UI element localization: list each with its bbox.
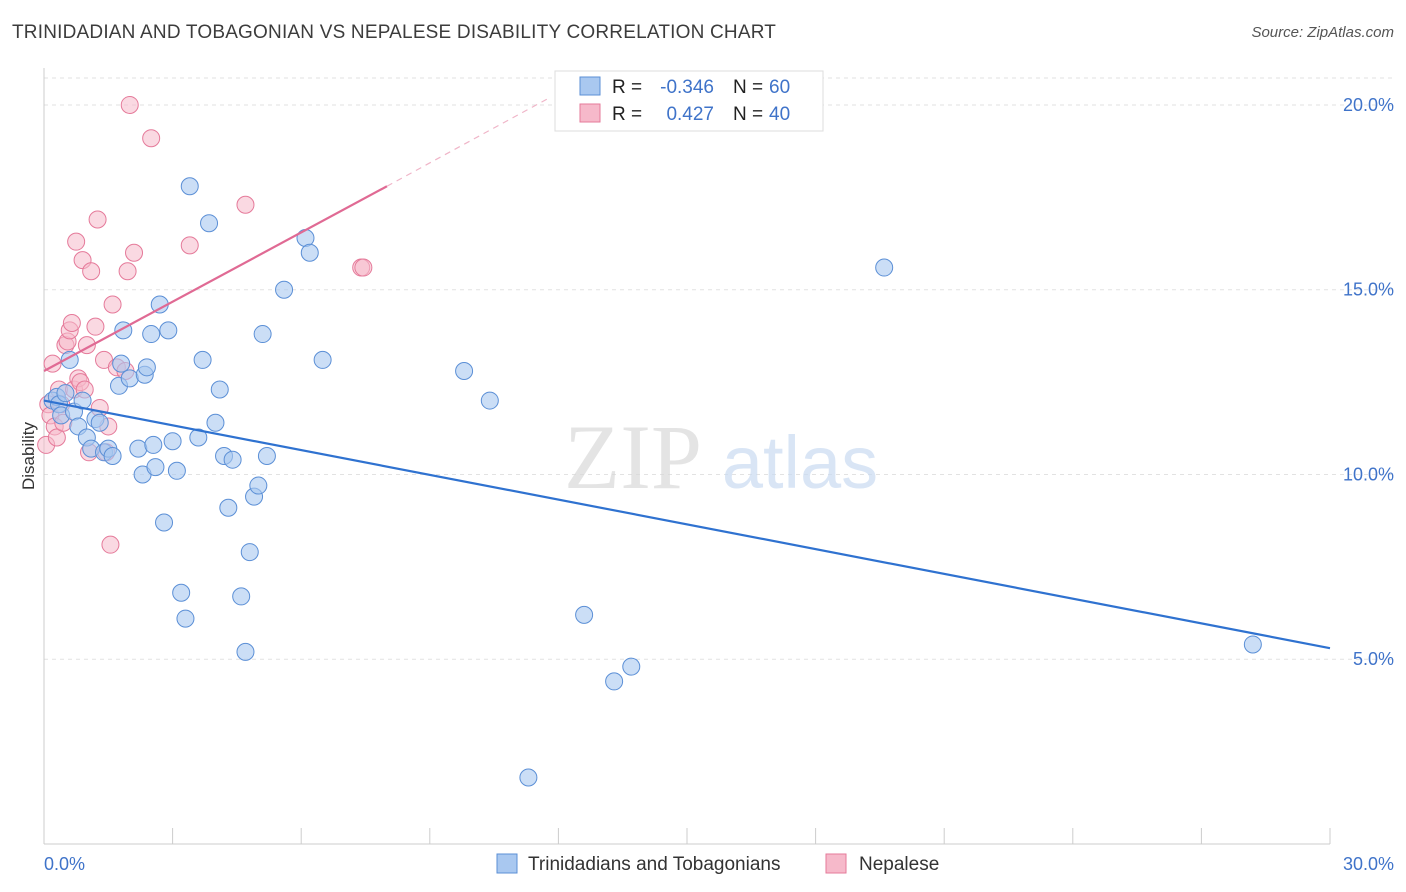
stats-r-value-pink: 0.427 (666, 104, 714, 125)
trinidadian-point (176, 609, 195, 628)
trinidadian-point (90, 413, 109, 432)
trinidadian-point (172, 583, 191, 602)
source-credit: Source: ZipAtlas.com (1251, 24, 1394, 41)
trinidadian-point (210, 380, 229, 399)
stats-n-value-pink: 40 (769, 104, 790, 125)
stats-r-value-blue: -0.346 (660, 77, 714, 98)
trinidadian-point (142, 325, 161, 344)
trinidadian-point (56, 384, 75, 403)
trinidadian-point (180, 177, 199, 196)
nepalese-point (67, 232, 86, 251)
legend-label-nepalese: Nepalese (859, 854, 939, 875)
trinidadian-point (206, 413, 225, 432)
watermark-zip: ZIP (564, 406, 702, 508)
nepalese-point (86, 317, 105, 336)
trinidadian-point (480, 391, 499, 410)
trinidadian-point (103, 447, 122, 465)
nepalese-point (120, 95, 139, 114)
trinidadian-point (200, 214, 219, 233)
grid-lines (44, 77, 1394, 660)
nepalese-trend-line (43, 185, 388, 372)
stats-r-label-pink: R = (612, 104, 642, 125)
watermark: ZIP atlas (564, 406, 878, 508)
trinidadian-point (240, 543, 259, 562)
nepalese-point (62, 313, 81, 332)
nepalese-point (180, 236, 199, 255)
legend-label-trinidadians: Trinidadians and Tobagonians (528, 854, 780, 875)
trinidadian-point (120, 369, 139, 388)
stats-n-label-blue: N = (733, 77, 763, 98)
trinidadian-point (146, 458, 165, 477)
y-tick-label: 10.0% (1343, 464, 1394, 484)
nepalese-point (82, 262, 101, 281)
stats-swatch-blue (579, 76, 601, 96)
stats-n-label-pink: N = (733, 104, 763, 125)
x-tick-label-min: 0.0% (44, 854, 85, 874)
nepalese-point (354, 258, 373, 277)
nepalese-points (37, 95, 373, 554)
trinidadian-point (455, 362, 474, 381)
trinidadian-point (622, 657, 641, 676)
nepalese-point (236, 195, 255, 214)
trinidadian-point (313, 350, 332, 369)
y-tick-labels: 5.0% 10.0% 15.0% 20.0% (1343, 95, 1394, 669)
nepalese-point (88, 210, 107, 229)
trinidadian-point (144, 435, 163, 454)
stats-r-label-blue: R = (612, 77, 642, 98)
trinidadian-point (1243, 635, 1262, 654)
trinidadian-point (875, 258, 894, 277)
trinidadian-point (129, 439, 148, 458)
trinidadian-point (236, 642, 255, 661)
trinidadian-point (575, 605, 594, 624)
nepalese-trend-extension (386, 97, 551, 187)
nepalese-point (125, 243, 144, 262)
x-ticks (43, 828, 1331, 844)
y-tick-label: 5.0% (1353, 649, 1394, 669)
trend-lines (43, 97, 1331, 650)
legend-swatch-nepalese (825, 853, 847, 874)
trinidadian-point (189, 428, 208, 447)
trinidadian-point (275, 280, 294, 299)
trinidadian-point (193, 350, 212, 369)
trinidadian-point (519, 768, 538, 787)
stats-n-value-blue: 60 (769, 77, 790, 98)
chart-title: TRINIDADIAN AND TOBAGONIAN VS NEPALESE D… (12, 22, 777, 43)
nepalese-point (101, 535, 120, 554)
trinidadian-point (249, 476, 268, 495)
trinidadian-point (605, 672, 624, 691)
trinidadian-point (253, 325, 272, 344)
stats-legend: R = -0.346 N = 60 R = 0.427 N = 40 (554, 70, 824, 132)
trinidadian-point (167, 461, 186, 480)
trinidadian-point (159, 321, 178, 340)
trinidadian-point (232, 587, 251, 606)
series-legend: Trinidadians and Tobagonians Nepalese (496, 853, 939, 875)
trinidadian-point (137, 358, 156, 377)
trinidadian-point (223, 450, 242, 469)
y-tick-label: 15.0% (1343, 280, 1394, 300)
watermark-atlas: atlas (722, 421, 878, 504)
trinidadian-point (257, 447, 276, 465)
trinidadian-point (163, 432, 182, 451)
y-tick-label: 20.0% (1343, 95, 1394, 115)
trinidadian-point (300, 243, 319, 262)
y-axis-label: Disability (19, 421, 38, 490)
trinidadian-point (155, 513, 174, 532)
trinidadian-trend-line (43, 399, 1331, 650)
legend-swatch-trinidadians (496, 853, 518, 874)
trinidadian-point (219, 498, 238, 517)
nepalese-point (103, 295, 122, 314)
nepalese-point (142, 129, 161, 148)
nepalese-point (118, 262, 137, 281)
x-tick-label-max: 30.0% (1343, 854, 1394, 874)
trinidadian-point (112, 354, 131, 373)
stats-swatch-pink (579, 103, 601, 123)
